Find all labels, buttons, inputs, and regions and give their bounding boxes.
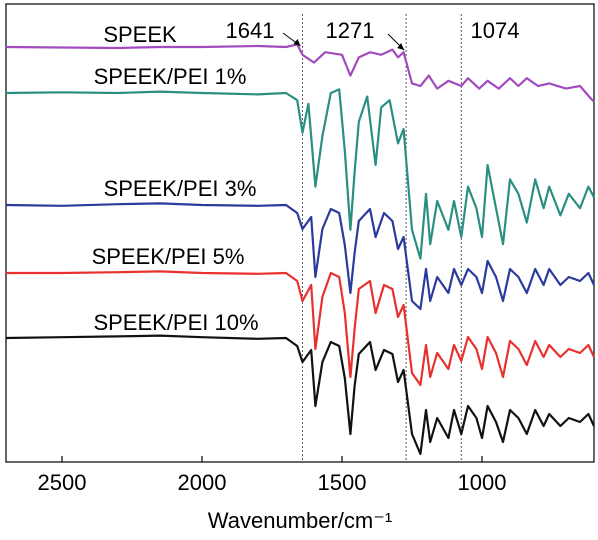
x-tick-label-1000: 1000 [458,470,507,495]
series-label-speek: SPEEK [103,22,177,47]
x-tick-label-2000: 2000 [178,470,227,495]
x-tick-label-2500: 2500 [38,470,87,495]
series-line-speek-pei-1 [5,88,595,260]
series-line-speek-pei-3 [5,202,595,311]
ref-label-1271: 1271 [326,18,375,43]
plot-frame [5,3,595,463]
ref-label-1641: 1641 [226,18,275,43]
series-label-speek-pei-5: SPEEK/PEI 5% [92,244,245,269]
ref-arrowhead-1271 [397,43,405,50]
ref-label-1074: 1074 [471,18,520,43]
series-line-speek-pei-5 [6,270,595,387]
series-label-speek-pei-10: SPEEK/PEI 10% [93,310,258,335]
series-line-speek [5,43,595,103]
x-axis-title: Wavenumber/cm⁻¹ [208,508,392,533]
ref-arrowhead-1641 [293,39,301,46]
x-tick-label-1500: 1500 [318,470,367,495]
series-label-speek-pei-3: SPEEK/PEI 3% [104,176,257,201]
series-line-speek-pei-10 [5,334,595,456]
plot-area: 2500 2000 1500 1000 1641 1271 1074 SPEEK SPEEK… [5,3,595,533]
series-label-speek-pei-1: SPEEK/PEI 1% [94,64,247,89]
